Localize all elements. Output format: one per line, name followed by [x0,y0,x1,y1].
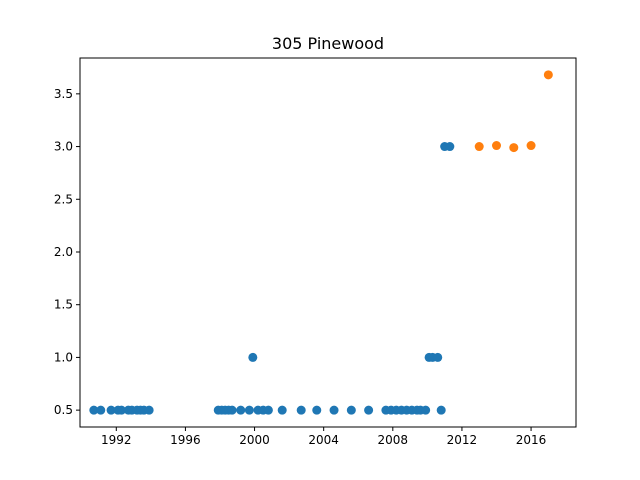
series-1 [89,142,455,415]
chart-title: 305 Pinewood [272,34,384,53]
y-tick-label: 1.5 [54,298,73,312]
y-axis: 0.5 1.0 1.5 2.0 2.5 3.0 3.5 [54,87,80,417]
data-point [248,352,258,362]
data-point [296,405,306,415]
data-point [509,143,519,153]
data-point [89,405,99,415]
data-point [96,405,106,415]
data-point [543,70,553,80]
data-point [346,405,356,415]
data-point [227,405,237,415]
x-tick-label: 2016 [516,433,547,447]
data-point [144,405,154,415]
data-point [492,141,502,151]
data-point [364,405,374,415]
data-point [312,405,322,415]
plot-area [89,70,553,415]
axes-frame [79,57,577,428]
data-point [445,142,455,152]
data-point [116,405,126,415]
data-point [263,405,273,415]
data-point [277,405,287,415]
data-point [244,405,254,415]
data-point [236,405,246,415]
data-point [474,142,484,152]
data-point [421,405,431,415]
x-tick-label: 1996 [170,433,201,447]
data-point [526,141,536,151]
data-point [329,405,339,415]
series-2 [474,70,553,153]
y-tick-label: 0.5 [54,403,73,417]
data-point [106,405,116,415]
x-axis: 1992 1996 2000 2004 2008 2012 2016 [101,427,546,447]
y-tick-label: 2.0 [54,245,73,259]
x-tick-label: 1992 [101,433,132,447]
y-tick-label: 1.0 [54,350,73,364]
y-tick-label: 2.5 [54,192,73,206]
y-tick-label: 3.0 [54,140,73,154]
x-tick-label: 2000 [239,433,270,447]
y-tick-label: 3.5 [54,87,73,101]
x-tick-label: 2004 [308,433,339,447]
x-tick-label: 2008 [378,433,409,447]
x-tick-label: 2012 [447,433,478,447]
data-point [433,352,443,362]
data-point [436,405,446,415]
